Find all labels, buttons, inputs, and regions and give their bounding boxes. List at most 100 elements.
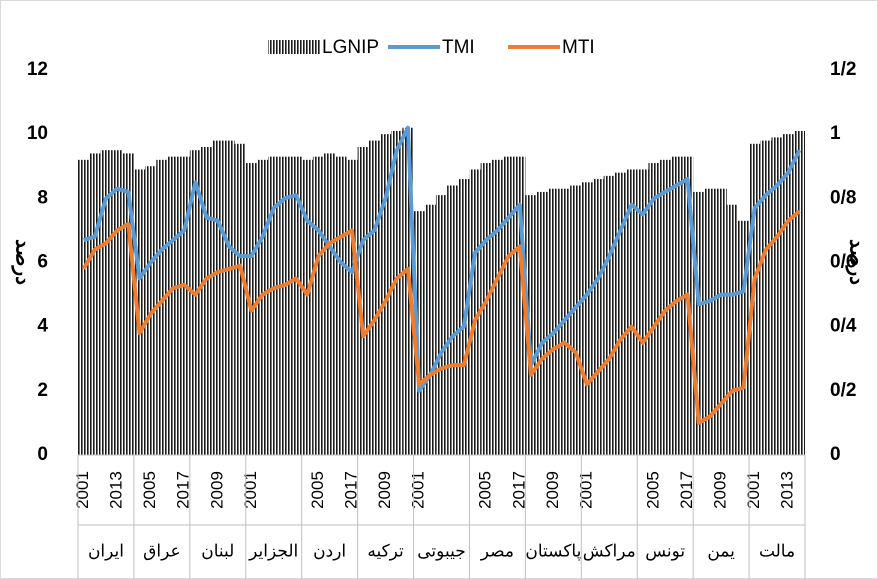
bar — [570, 185, 582, 455]
bar — [335, 156, 347, 455]
line-series — [83, 125, 802, 393]
group-label: ترکیه — [367, 541, 404, 561]
x-tick-label: 2005 — [476, 471, 495, 509]
bar — [178, 156, 190, 455]
legend-label: TMI — [442, 37, 475, 58]
group-label: مالت — [759, 541, 795, 560]
y-axis-label: درصد — [11, 239, 34, 285]
bar — [503, 156, 515, 455]
bar — [693, 191, 705, 455]
bar — [491, 159, 504, 456]
bar — [760, 140, 772, 456]
x-tick-label: 2017 — [342, 471, 361, 509]
bar — [659, 159, 671, 456]
bar — [279, 156, 291, 455]
bar — [145, 166, 157, 455]
group-label: تونس — [645, 541, 685, 561]
bar — [189, 150, 202, 456]
bar — [749, 143, 761, 455]
group-label: الجزایر — [248, 541, 298, 561]
x-tick-label: 2017 — [677, 471, 696, 509]
y2-tick-label: 1/2 — [830, 59, 856, 80]
bar — [89, 153, 101, 455]
bar — [469, 169, 481, 456]
group-label: اردن — [313, 541, 346, 561]
bar — [122, 153, 134, 455]
bar — [346, 159, 358, 456]
bar — [379, 134, 392, 455]
x-tick-label: 2017 — [509, 471, 528, 509]
bar — [111, 150, 123, 456]
bar — [368, 140, 380, 456]
bar — [637, 169, 649, 456]
group-label: جیبوتی — [417, 541, 465, 561]
bar — [670, 156, 682, 455]
bar — [435, 195, 448, 455]
group-label: عراق — [143, 541, 180, 561]
bar — [357, 147, 369, 455]
y2-tick-label: 0/6 — [830, 252, 856, 273]
group-label: مصر — [480, 541, 514, 561]
y2-tick-label: 0/8 — [830, 187, 856, 208]
bar — [223, 140, 235, 456]
bar — [234, 143, 246, 455]
x-tick-label: 2009 — [207, 471, 226, 509]
bar — [648, 163, 660, 455]
bar — [100, 150, 112, 456]
bar — [525, 195, 537, 455]
y2-tick-label: 0/2 — [830, 380, 856, 401]
line-series — [81, 209, 801, 425]
bar — [324, 153, 336, 455]
bar — [603, 175, 615, 455]
legend-swatch — [268, 40, 320, 54]
x-tick-label: 2001 — [409, 471, 428, 509]
bar — [726, 204, 738, 455]
x-tick-label: 2009 — [375, 471, 394, 509]
bar — [167, 156, 179, 455]
y2-tick-label: 0 — [830, 444, 841, 465]
bar — [447, 185, 459, 455]
bar — [290, 156, 302, 455]
bar — [514, 156, 526, 455]
legend-label: MTI — [562, 37, 595, 58]
x-tick-label: 2017 — [174, 471, 193, 509]
bar — [268, 156, 280, 455]
group-label: یمن — [707, 541, 735, 561]
bar — [547, 188, 559, 456]
x-tick-label: 2001 — [241, 471, 260, 509]
bar — [312, 156, 325, 455]
bar — [201, 147, 213, 455]
x-tick-label: 2013 — [107, 471, 126, 509]
bar — [413, 211, 425, 455]
x-tick-label: 2001 — [576, 471, 595, 509]
group-label: لبنان — [201, 541, 234, 560]
bar — [782, 134, 794, 455]
group-label: مراکش — [583, 541, 636, 561]
y-tick-label: 12 — [27, 59, 48, 80]
bar — [614, 172, 627, 455]
x-tick-label: 2005 — [140, 471, 159, 509]
bar — [133, 169, 146, 456]
bar — [480, 163, 492, 455]
bar — [301, 159, 313, 456]
bar — [771, 137, 783, 455]
bar — [256, 159, 269, 456]
y-tick-label: 4 — [37, 316, 48, 337]
bar — [536, 191, 548, 455]
group-label: ایران — [88, 541, 124, 561]
x-tick-label: 2013 — [778, 471, 797, 509]
y2-tick-label: 1 — [830, 123, 841, 144]
bar — [626, 169, 638, 456]
y-tick-label: 8 — [37, 187, 48, 208]
x-tick-label: 2001 — [73, 471, 92, 509]
y-tick-label: 6 — [37, 252, 48, 273]
x-tick-label: 2009 — [543, 471, 562, 509]
y-tick-label: 0 — [37, 444, 48, 465]
bar — [793, 130, 805, 456]
bar — [581, 182, 593, 455]
x-tick-label: 2009 — [711, 471, 730, 509]
bar — [402, 127, 414, 455]
bar — [156, 159, 168, 456]
y-tick-label: 10 — [27, 123, 48, 144]
